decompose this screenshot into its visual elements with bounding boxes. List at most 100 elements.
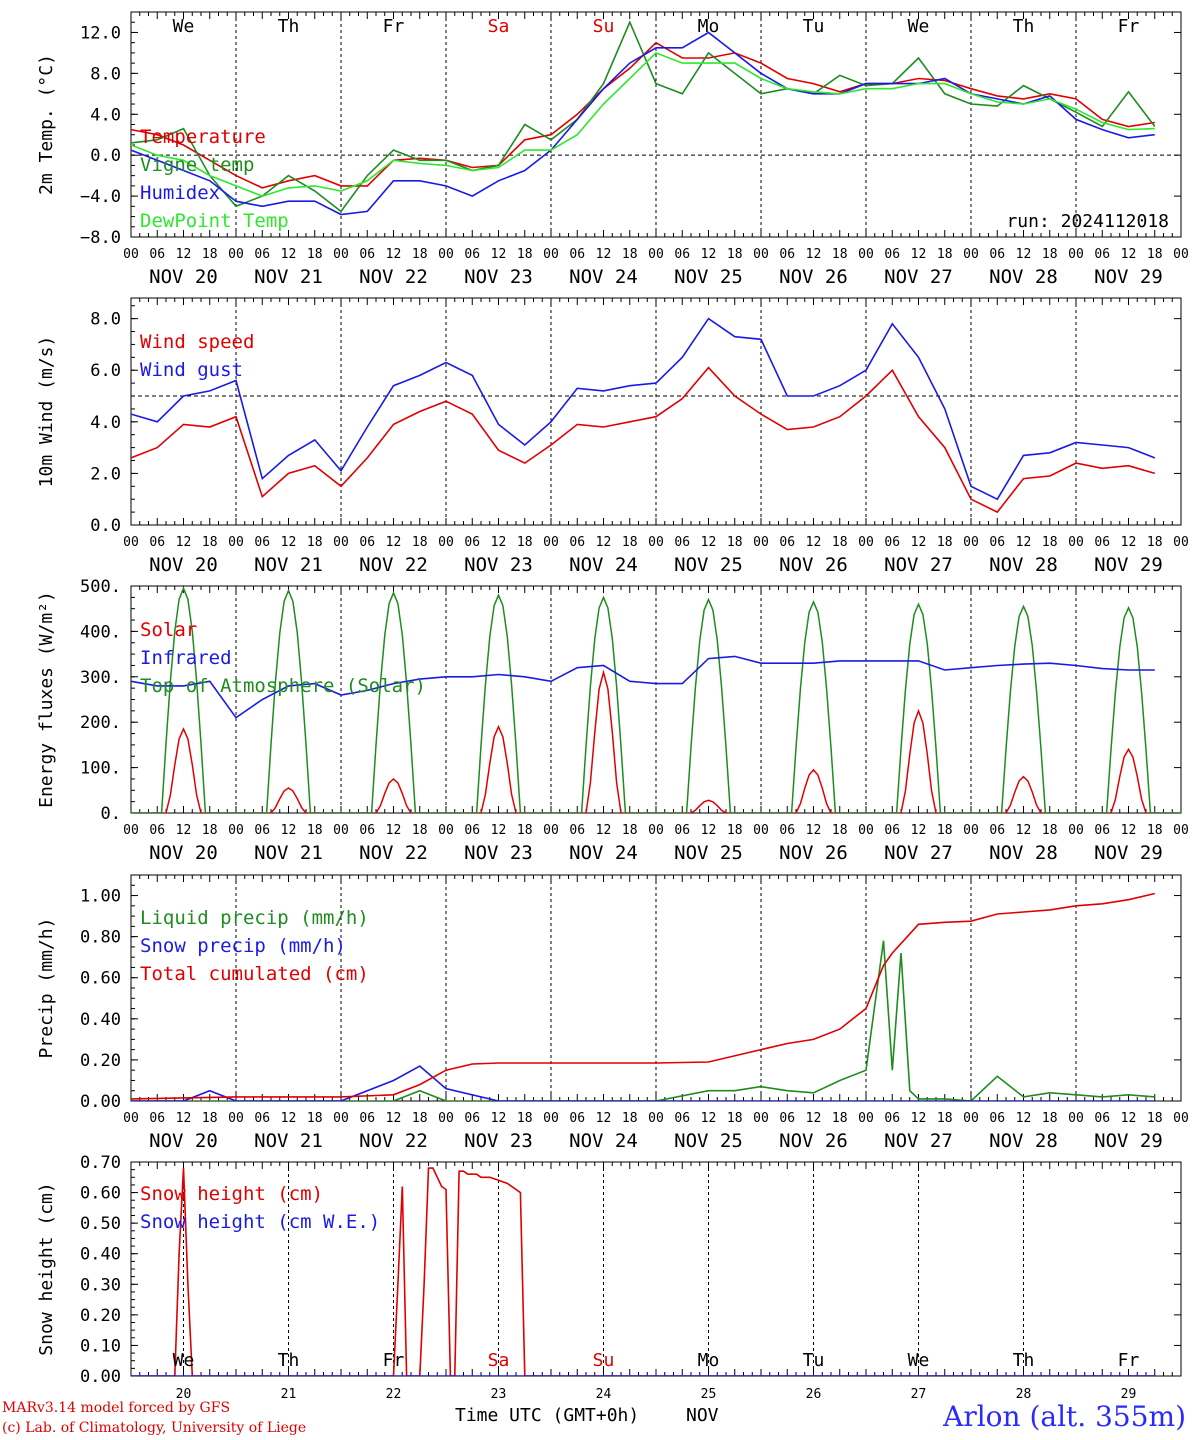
hour-tick-label: 00 <box>648 247 664 262</box>
hour-tick-label: 06 <box>1094 823 1110 838</box>
date-label: NOV 28 <box>989 554 1058 576</box>
series-line-dewpoint-temp <box>131 51 1155 197</box>
hour-tick-label: 12 <box>1121 823 1137 838</box>
y-tick-label: 0.0 <box>90 516 121 536</box>
y-tick-label: −8.0 <box>80 228 121 248</box>
date-label: NOV 20 <box>149 266 218 288</box>
series-line-solar <box>131 669 1181 813</box>
hour-tick-label: 00 <box>858 247 874 262</box>
y-tick-label: 300. <box>80 668 121 688</box>
hour-tick-label: 12 <box>1016 1111 1032 1126</box>
day-label: Mo <box>698 16 720 37</box>
hour-tick-label: 12 <box>1016 535 1032 550</box>
hour-tick-label: 06 <box>149 823 165 838</box>
y-tick-label: 0. <box>101 804 121 824</box>
hour-tick-label: 00 <box>1173 823 1189 838</box>
hour-tick-label: 06 <box>359 247 375 262</box>
hour-tick-label: 06 <box>674 1111 690 1126</box>
hour-tick-label: 18 <box>622 1111 638 1126</box>
legend-entry: Vigne temp <box>140 154 254 176</box>
legend-entry: Infrared <box>140 647 232 669</box>
hour-tick-label: 06 <box>254 247 270 262</box>
hour-tick-label: 12 <box>1121 247 1137 262</box>
hour-tick-label: 18 <box>412 1111 428 1126</box>
date-label: NOV 25 <box>674 842 743 864</box>
hour-tick-label: 12 <box>806 823 822 838</box>
hour-tick-label: 06 <box>254 535 270 550</box>
hour-tick-label: 18 <box>307 535 323 550</box>
hour-tick-label: 00 <box>123 247 139 262</box>
hour-tick-label: 12 <box>806 247 822 262</box>
date-label: NOV 22 <box>359 266 428 288</box>
day-label: Tu <box>803 1350 825 1371</box>
station-title: Arlon (alt. 355m) <box>943 1400 1186 1433</box>
y-tick-label: 8.0 <box>90 64 121 84</box>
hour-tick-label: 12 <box>701 1111 717 1126</box>
y-tick-label: 6.0 <box>90 361 121 381</box>
hour-tick-label: 06 <box>779 535 795 550</box>
y-tick-label: 4.0 <box>90 105 121 125</box>
hour-tick-label: 06 <box>569 535 585 550</box>
series-line-total-cumulated-cm- <box>131 892 1155 1100</box>
series-line-temperature <box>131 41 1155 189</box>
date-label: NOV 21 <box>254 266 323 288</box>
y-tick-label: 0.00 <box>80 1092 121 1112</box>
hour-tick-label: 12 <box>806 535 822 550</box>
date-label: NOV 27 <box>884 842 953 864</box>
y-tick-label: 0.80 <box>80 928 121 948</box>
plot-frame <box>130 11 1182 238</box>
day-label: Su <box>593 1350 615 1371</box>
date-label: NOV 23 <box>464 1130 533 1152</box>
hour-tick-label: 06 <box>464 823 480 838</box>
day-label: Su <box>593 16 615 37</box>
hour-tick-label: 06 <box>1094 1111 1110 1126</box>
hour-tick-label: 12 <box>701 247 717 262</box>
date-label: 27 <box>911 1387 927 1400</box>
hour-tick-label: 06 <box>884 535 900 550</box>
date-label: NOV 26 <box>779 554 848 576</box>
y-tick-label: 0.60 <box>80 969 121 989</box>
y-tick-label: 0.00 <box>80 1367 121 1387</box>
y-axis-label: Energy fluxes (W/m²) <box>36 591 57 808</box>
series-line-snow-height-cm- <box>131 1167 1155 1376</box>
hour-tick-label: 12 <box>281 823 297 838</box>
y-tick-label: 0.40 <box>80 1245 121 1265</box>
day-label: We <box>908 16 930 37</box>
hour-tick-label: 12 <box>281 247 297 262</box>
hour-tick-label: 00 <box>123 1111 139 1126</box>
hour-tick-label: 00 <box>963 247 979 262</box>
date-label: NOV 26 <box>779 266 848 288</box>
hour-tick-label: 00 <box>543 247 559 262</box>
day-label: We <box>173 16 195 37</box>
hour-tick-label: 12 <box>596 823 612 838</box>
hour-tick-label: 00 <box>543 1111 559 1126</box>
hour-tick-label: 12 <box>176 1111 192 1126</box>
hour-tick-label: 00 <box>438 247 454 262</box>
hour-tick-label: 18 <box>1042 823 1058 838</box>
hour-tick-label: 00 <box>753 535 769 550</box>
date-label: NOV 25 <box>674 1130 743 1152</box>
hour-tick-label: 00 <box>438 823 454 838</box>
y-tick-label: 100. <box>80 759 121 779</box>
hour-tick-label: 18 <box>202 535 218 550</box>
date-label: NOV 27 <box>884 1130 953 1152</box>
hour-tick-label: 06 <box>1094 247 1110 262</box>
day-label: Th <box>278 1350 300 1371</box>
y-tick-label: 8.0 <box>90 310 121 330</box>
hour-tick-label: 06 <box>359 1111 375 1126</box>
hour-tick-label: 00 <box>438 535 454 550</box>
hour-tick-label: 06 <box>464 535 480 550</box>
hour-tick-label: 12 <box>596 247 612 262</box>
hour-tick-label: 06 <box>779 823 795 838</box>
hour-tick-label: 06 <box>569 247 585 262</box>
y-tick-label: 0.30 <box>80 1275 121 1295</box>
hour-tick-label: 00 <box>228 823 244 838</box>
hour-tick-label: 00 <box>333 535 349 550</box>
hour-tick-label: 18 <box>307 1111 323 1126</box>
hour-tick-label: 06 <box>884 1111 900 1126</box>
series-line-wind-gust <box>131 317 1156 501</box>
hour-tick-label: 18 <box>622 247 638 262</box>
date-label: 29 <box>1121 1387 1137 1400</box>
hour-tick-label: 12 <box>281 1111 297 1126</box>
hour-tick-label: 06 <box>989 247 1005 262</box>
